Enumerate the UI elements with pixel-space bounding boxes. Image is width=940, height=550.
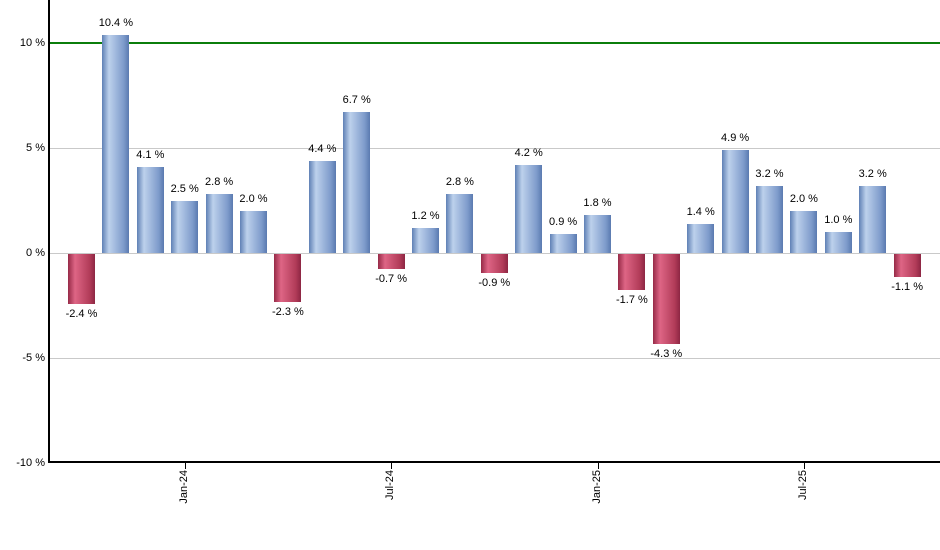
positive-bar bbox=[549, 234, 577, 253]
positive-bar bbox=[308, 160, 336, 253]
bar-value-label: 3.2 % bbox=[858, 167, 887, 180]
bar-value-label: -1.1 % bbox=[891, 281, 923, 294]
positive-bar bbox=[515, 164, 543, 253]
negative-bar bbox=[274, 254, 302, 303]
bar-value-label: -0.7 % bbox=[375, 272, 407, 285]
y-gridline bbox=[49, 253, 940, 254]
x-axis-line bbox=[48, 461, 940, 463]
bar-value-label: 2.5 % bbox=[170, 182, 199, 195]
x-axis-tick bbox=[597, 463, 599, 469]
bar-value-label: 1.4 % bbox=[686, 205, 715, 218]
positive-bar bbox=[756, 185, 783, 253]
bar-value-label: 4.1 % bbox=[136, 148, 165, 161]
positive-bar bbox=[824, 232, 852, 253]
positive-bar bbox=[136, 166, 164, 253]
bar-value-label: 1.8 % bbox=[583, 197, 612, 210]
positive-bar bbox=[446, 194, 474, 253]
x-axis-tick bbox=[803, 463, 805, 469]
positive-bar bbox=[412, 227, 439, 253]
y-axis-line bbox=[48, 0, 50, 463]
positive-bar bbox=[205, 194, 233, 253]
bar-value-label: 4.4 % bbox=[308, 142, 337, 155]
positive-bar bbox=[102, 34, 130, 253]
x-axis-tick-label: Jan-24 bbox=[177, 470, 190, 504]
y-gridline bbox=[49, 358, 940, 359]
bar-value-label: 1.0 % bbox=[824, 214, 853, 226]
positive-bar bbox=[687, 223, 715, 253]
bar-value-label: -2.4 % bbox=[65, 308, 98, 321]
negative-bar bbox=[480, 254, 508, 273]
bar-value-label: -2.3 % bbox=[271, 306, 304, 319]
negative-bar bbox=[68, 254, 95, 305]
y-axis-tick-label: -5 % bbox=[22, 352, 45, 364]
negative-bar bbox=[618, 254, 646, 290]
y-gridline bbox=[49, 148, 940, 149]
bar-value-label: 0.9 % bbox=[549, 216, 578, 229]
positive-bar bbox=[859, 185, 887, 253]
negative-bar bbox=[652, 254, 680, 345]
bar-value-label: 3.2 % bbox=[755, 167, 784, 180]
positive-bar bbox=[721, 150, 749, 253]
bar-value-label: -1.7 % bbox=[615, 293, 648, 306]
y-axis-tick-label: 5 % bbox=[26, 142, 45, 154]
negative-bar bbox=[377, 254, 405, 269]
bar-value-label: 2.8 % bbox=[445, 176, 474, 189]
x-axis-tick-label: Jan-25 bbox=[590, 470, 603, 504]
x-axis-tick-label: Jul-25 bbox=[796, 470, 809, 500]
bar-value-label: 2.0 % bbox=[789, 193, 818, 205]
bar-value-label: -0.9 % bbox=[478, 276, 511, 289]
positive-bar bbox=[240, 211, 267, 253]
bar-value-label: -4.3 % bbox=[650, 348, 683, 361]
positive-bar bbox=[790, 211, 818, 253]
y-axis-tick-label: 0 % bbox=[26, 247, 45, 259]
bar-value-label: 10.4 % bbox=[98, 16, 134, 29]
x-axis-tick bbox=[184, 463, 186, 469]
positive-bar bbox=[343, 112, 371, 253]
positive-bar bbox=[171, 200, 199, 253]
x-axis-tick bbox=[391, 463, 393, 469]
bar-value-label: 2.8 % bbox=[205, 176, 234, 189]
y-axis-tick-label: 10 % bbox=[19, 37, 45, 49]
bar-value-label: 1.2 % bbox=[411, 209, 440, 222]
bar-value-label: 6.7 % bbox=[342, 94, 371, 107]
reference-line bbox=[49, 42, 940, 44]
y-axis-tick-label: -10 % bbox=[16, 457, 45, 469]
bar-value-label: 4.2 % bbox=[514, 146, 543, 159]
bar-value-label: 2.0 % bbox=[239, 193, 268, 205]
positive-bar bbox=[584, 215, 611, 253]
x-axis-tick-label: Jul-24 bbox=[384, 470, 397, 500]
bar-value-label: 4.9 % bbox=[721, 132, 750, 145]
negative-bar bbox=[893, 254, 921, 278]
